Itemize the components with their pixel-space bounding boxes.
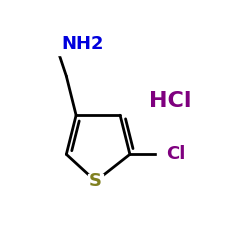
Text: HCl: HCl (150, 90, 192, 110)
Text: Cl: Cl (166, 145, 186, 163)
Bar (88, 174, 103, 188)
Bar (48, 38, 65, 55)
Text: NH2: NH2 (62, 35, 104, 53)
Bar (157, 147, 172, 162)
Text: S: S (89, 172, 102, 190)
